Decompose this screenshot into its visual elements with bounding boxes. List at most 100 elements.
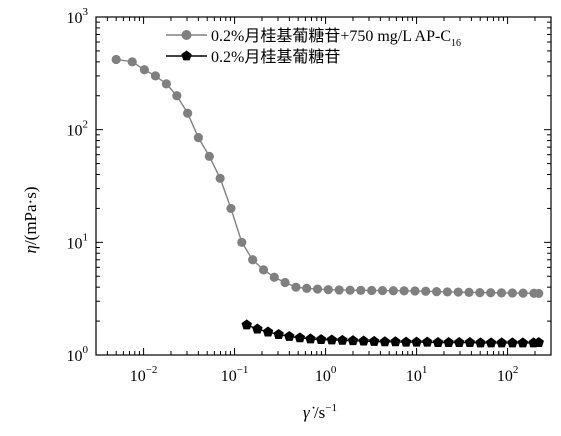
x-tick-exponent: −2 <box>146 364 158 376</box>
data-point <box>326 334 338 345</box>
data-point <box>432 287 442 297</box>
data-point <box>453 287 463 297</box>
x-tick-label: 102 <box>497 364 519 385</box>
data-point <box>215 173 225 183</box>
data-point <box>486 288 496 298</box>
data-point <box>411 336 422 347</box>
data-point <box>345 285 355 295</box>
series-2 <box>241 319 544 348</box>
data-point <box>161 79 171 89</box>
data-point <box>518 288 528 298</box>
data-point <box>237 237 247 247</box>
data-point <box>367 285 377 296</box>
data-point <box>262 326 274 337</box>
data-point <box>193 133 203 143</box>
x-tick-base: 10 <box>130 368 146 385</box>
data-point <box>422 336 433 347</box>
data-point <box>302 283 312 294</box>
data-point <box>534 288 544 299</box>
x-tick-base: 10 <box>221 368 237 385</box>
data-point <box>443 337 454 347</box>
legend-marker-2 <box>181 50 192 61</box>
data-point <box>379 336 391 347</box>
data-point <box>172 91 182 101</box>
data-point <box>127 57 137 67</box>
data-point <box>507 288 518 298</box>
legend-label-1-subscript: 16 <box>451 38 461 49</box>
series-1-line <box>116 58 539 295</box>
data-point <box>248 255 258 265</box>
data-point <box>323 285 333 295</box>
x-tick-exponent: 2 <box>513 364 519 376</box>
data-point <box>204 151 214 161</box>
data-point <box>280 277 290 288</box>
y-tick-base: 10 <box>67 348 83 365</box>
data-point <box>388 286 398 296</box>
x-axis-label: γ̇ /s−1 <box>303 402 337 422</box>
data-point <box>241 319 252 330</box>
data-point <box>347 335 359 346</box>
x-tick-exponent: 0 <box>331 364 337 376</box>
data-point <box>496 288 507 298</box>
y-axis-unit: /(mPa·s) <box>21 187 40 246</box>
x-tick-exponent: −1 <box>237 364 249 376</box>
x-tick-label: 10−2 <box>130 364 158 385</box>
legend-item-2: 0.2%月桂基葡糖苷 <box>166 48 340 66</box>
data-point <box>150 71 161 81</box>
x-tick-exponent: 1 <box>422 364 428 376</box>
data-point <box>517 337 529 348</box>
data-point <box>284 330 295 341</box>
y-axis-label: η/(mPa·s) <box>21 187 40 254</box>
legend-label-2: 0.2%月桂基葡糖苷 <box>211 48 340 66</box>
legend-label-1: 0.2%月桂基葡糖苷+750 mg/L AP-C16 <box>211 27 461 49</box>
data-point <box>312 284 323 294</box>
data-point <box>464 287 474 297</box>
data-point <box>377 285 388 296</box>
series-layer <box>111 54 544 348</box>
data-point <box>533 337 544 347</box>
y-tick-exponent: 2 <box>83 119 89 131</box>
legend: 0.2%月桂基葡糖苷+750 mg/L AP-C16 0.2%月桂基葡糖苷 <box>166 27 461 66</box>
data-point <box>453 337 465 347</box>
data-point <box>390 336 401 347</box>
x-axis-unit-exponent: −1 <box>325 402 337 414</box>
data-point <box>252 323 263 334</box>
y-tick-exponent: 1 <box>83 231 89 243</box>
data-point <box>421 286 431 296</box>
plot-frame <box>95 16 552 356</box>
data-point <box>334 285 344 295</box>
x-tick-label: 10−1 <box>221 364 249 385</box>
data-point <box>226 203 236 214</box>
data-point <box>111 54 121 65</box>
y-tick-label: 102 <box>67 119 89 140</box>
data-point <box>400 336 412 347</box>
x-axis-symbol: γ̇ <box>303 403 315 422</box>
x-tick-label: 101 <box>406 364 428 385</box>
data-point <box>356 285 366 295</box>
y-tick-label: 100 <box>67 344 89 365</box>
data-point <box>305 333 316 344</box>
x-tick-base: 10 <box>406 368 422 385</box>
data-point <box>399 286 409 296</box>
y-tick-exponent: 0 <box>83 344 89 356</box>
data-point <box>464 337 476 347</box>
data-point <box>315 334 327 345</box>
y-tick-base: 10 <box>67 235 83 252</box>
data-point <box>337 334 348 345</box>
legend-marker-1 <box>181 30 192 40</box>
data-point <box>507 337 518 348</box>
x-axis-ticks: 10−2 10−1 100 101 102 <box>95 17 552 385</box>
x-tick-base: 10 <box>497 368 513 385</box>
data-point <box>183 108 193 118</box>
data-point <box>294 332 306 343</box>
legend-label-1-text: 0.2%月桂基葡糖苷+750 mg/L AP-C <box>211 27 451 45</box>
y-tick-label: 103 <box>67 6 89 27</box>
data-point <box>368 335 380 346</box>
data-point <box>410 286 420 296</box>
data-point <box>139 65 149 75</box>
series-1 <box>111 54 544 299</box>
x-tick-base: 10 <box>315 368 331 385</box>
